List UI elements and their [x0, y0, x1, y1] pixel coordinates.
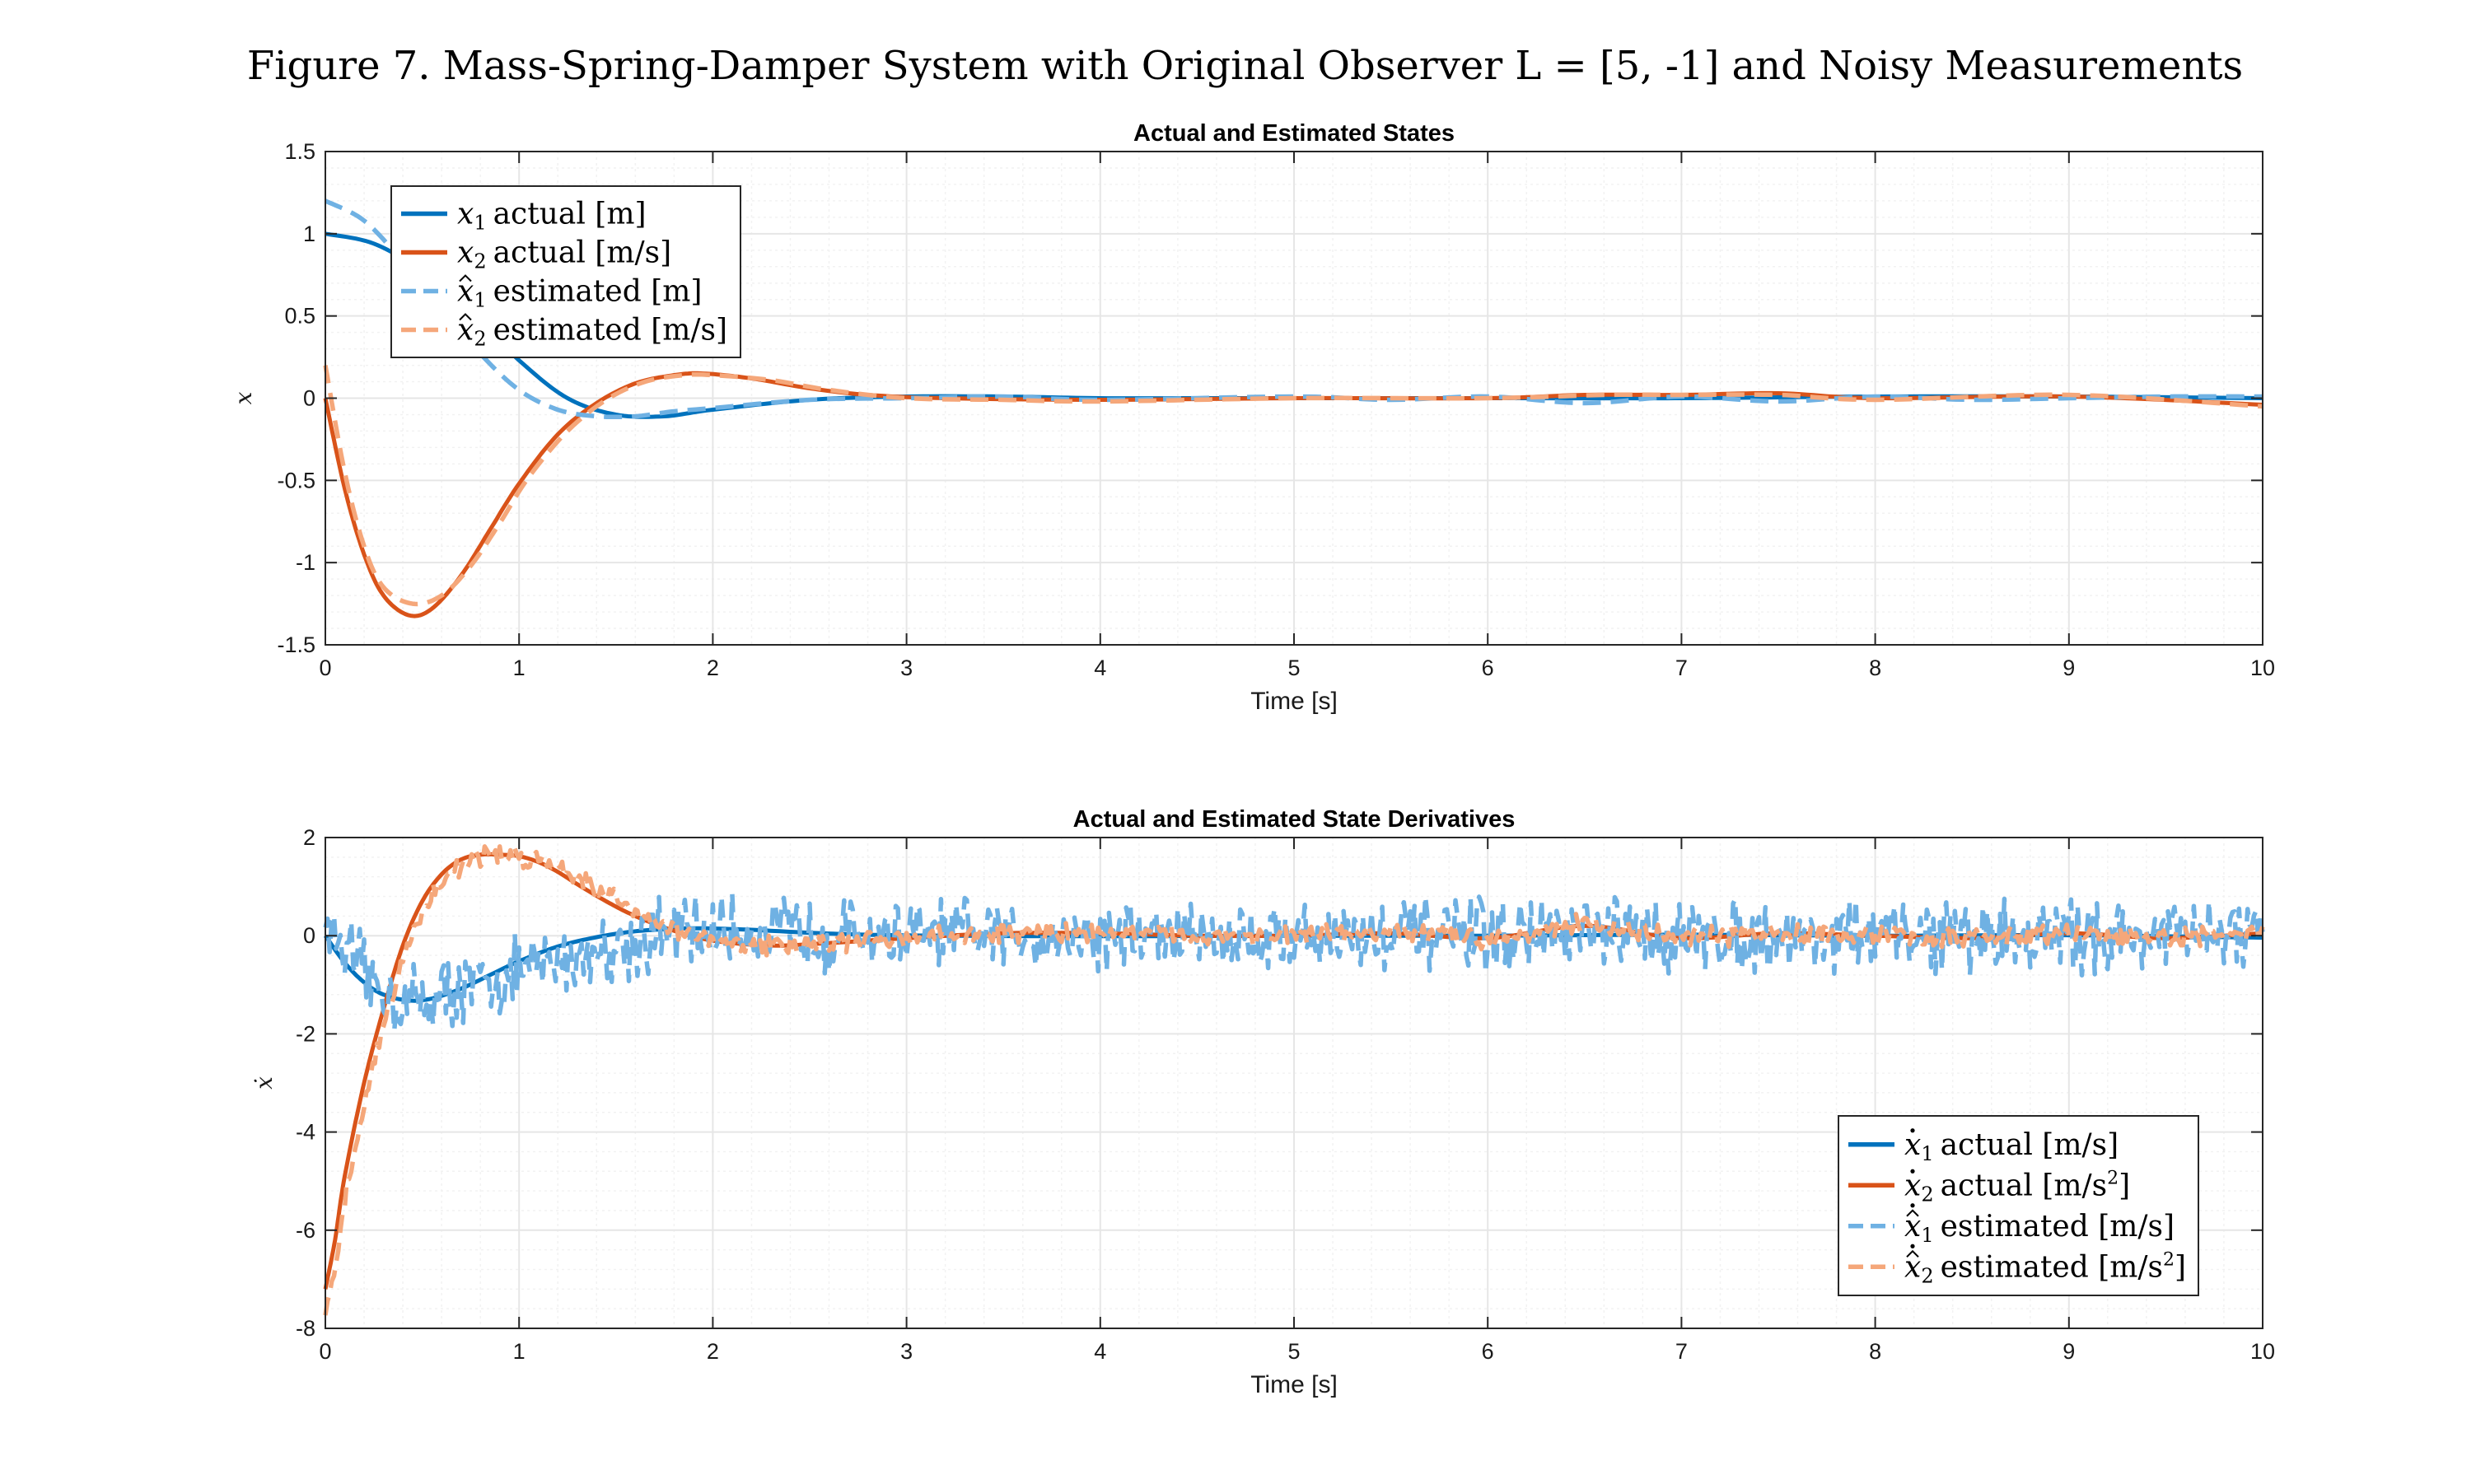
legend-label-2: x2 actual [m/s]	[457, 236, 671, 273]
legend-text: actual [m/s	[1941, 1169, 2107, 1202]
x-tick-label: 0	[319, 1339, 331, 1364]
legend-close: ]	[2175, 1250, 2186, 1284]
legend-close: ]	[2119, 1169, 2130, 1202]
series-line-3	[323, 890, 2265, 1034]
y-tick-label: -4	[296, 1120, 315, 1145]
x-tick-label: 10	[2250, 656, 2275, 680]
legend-sub: 2	[1921, 1264, 1933, 1287]
x-tick-label: 5	[1287, 656, 1300, 680]
legend-var: x	[1904, 1169, 1921, 1202]
chart-panel-2: 0 1 2 3 4 5 6 7 8 9 10 -8 -6 -4 -2 0 2 Actual and Estimat…	[250, 806, 2275, 1398]
legend-label-1: x1 actual [m/s]	[1904, 1128, 2119, 1165]
x-tick-label: 2	[707, 1339, 719, 1364]
legend-var: x	[1904, 1210, 1921, 1244]
legend-sub: 2	[474, 328, 486, 351]
legend-var: x	[457, 314, 474, 348]
legend-text: actual [m/s]	[493, 236, 672, 270]
legend-var: x	[457, 275, 474, 309]
legend-label-3: x1 estimated [m]	[457, 275, 702, 312]
legend-var: x	[1904, 1128, 1921, 1162]
legend-var: x	[1904, 1250, 1921, 1284]
legend-sub: 2	[474, 250, 486, 273]
x-tick-label: 6	[1482, 1339, 1494, 1364]
legend-label-4: x2 estimated [m/s]	[457, 314, 727, 351]
y-tick-label: 1.5	[284, 139, 315, 164]
x-tick-label: 2	[707, 656, 719, 680]
y-axis-label: x	[230, 391, 257, 404]
chart-title: Actual and Estimated State Derivatives	[1073, 806, 1516, 833]
x-tick-label: 10	[2250, 1339, 2275, 1364]
legend-text: estimated [m]	[493, 275, 703, 309]
y-tick-label: -2	[296, 1021, 315, 1046]
x-tick-label: 8	[1869, 656, 1881, 680]
y-tick-label: -6	[296, 1218, 315, 1243]
legend-hat-mark	[1906, 1249, 1919, 1258]
legend-dot-mark	[1910, 1128, 1915, 1133]
y-tick-label: 0	[303, 923, 315, 948]
legend-sup: 2	[2163, 1249, 2175, 1270]
y-tick-label: 0	[303, 386, 315, 411]
y-tick-label: 0.5	[284, 304, 315, 329]
y-tick-label: 1	[303, 222, 315, 246]
legend-hat-mark	[1906, 1209, 1919, 1217]
legend-text: estimated [m/s	[1941, 1250, 2163, 1284]
figure-title: Figure 7. Mass-Spring-Damper System with…	[246, 43, 2244, 89]
y-tick-label: -1.5	[277, 632, 315, 657]
series-line-4	[323, 844, 2265, 1316]
x-tick-label: 3	[900, 656, 913, 680]
x-tick-label: 9	[2063, 656, 2075, 680]
x-axis-label: Time [s]	[1250, 1371, 1338, 1398]
x-tick-label: 1	[513, 656, 526, 680]
legend-box	[390, 185, 741, 358]
legend-sub: 1	[1921, 1224, 1933, 1247]
x-tick-label: 4	[1094, 656, 1106, 680]
legend-sup: 2	[2107, 1168, 2119, 1188]
y-tick-label: -1	[296, 550, 315, 575]
legend-box	[1838, 1115, 2199, 1296]
y-axis-label: ẋ	[250, 1076, 278, 1090]
y-tick-label: 2	[303, 825, 315, 850]
legend-label-3: x1 estimated [m/s]	[1904, 1210, 2175, 1247]
legend-dot-mark	[1910, 1169, 1915, 1174]
legend-sub: 1	[474, 212, 486, 235]
x-tick-label: 5	[1287, 1339, 1300, 1364]
legend-text: actual [m/s]	[1941, 1128, 2119, 1162]
x-tick-label: 0	[319, 656, 331, 680]
legend-label-2: x2 actual [m/s2]	[1904, 1168, 2130, 1206]
x-tick-label: 4	[1094, 1339, 1106, 1364]
chart-panel-1: 0 1 2 3 4 5 6 7 8 9 10 -1.5 -1 -0.5 0 0.5 1 1.5 Actual and…	[230, 120, 2275, 715]
x-tick-label: 6	[1482, 656, 1494, 680]
y-tick-label: -8	[296, 1316, 315, 1341]
x-tick-label: 3	[900, 1339, 913, 1364]
legend-sub: 2	[1921, 1183, 1933, 1206]
legend-sub: 1	[474, 289, 486, 312]
legend-hat-mark	[459, 274, 472, 282]
legend-label-1: x1 actual [m]	[457, 198, 647, 235]
x-axis-label: Time [s]	[1250, 688, 1338, 715]
legend-dot-mark	[1910, 1203, 1915, 1208]
legend-text: estimated [m/s]	[1941, 1210, 2175, 1244]
series-line-3	[324, 198, 2263, 420]
legend: x1 actual [m/s]x2 actual [m/s2]x1 estimated…	[1838, 1115, 2199, 1296]
x-tick-label: 8	[1869, 1339, 1881, 1364]
legend-hat-mark	[459, 313, 472, 321]
legend-sub: 1	[1921, 1142, 1933, 1165]
chart-title: Actual and Estimated States	[1133, 120, 1455, 147]
legend-text: estimated [m/s]	[493, 314, 727, 348]
legend-label-4: x2 estimated [m/s2]	[1904, 1249, 2186, 1287]
series-line-4	[323, 365, 2263, 607]
legend-text: actual [m]	[493, 198, 647, 231]
x-tick-label: 7	[1675, 656, 1688, 680]
x-tick-label: 1	[513, 1339, 526, 1364]
x-tick-label: 9	[2063, 1339, 2075, 1364]
legend-var: x	[457, 198, 474, 231]
legend-var: x	[457, 236, 474, 270]
y-tick-label: -0.5	[277, 468, 315, 492]
legend-dot-mark	[1910, 1244, 1915, 1248]
legend: x1 actual [m]x2 actual [m/s]x1 estimated [m…	[390, 185, 741, 358]
x-tick-label: 7	[1675, 1339, 1688, 1364]
